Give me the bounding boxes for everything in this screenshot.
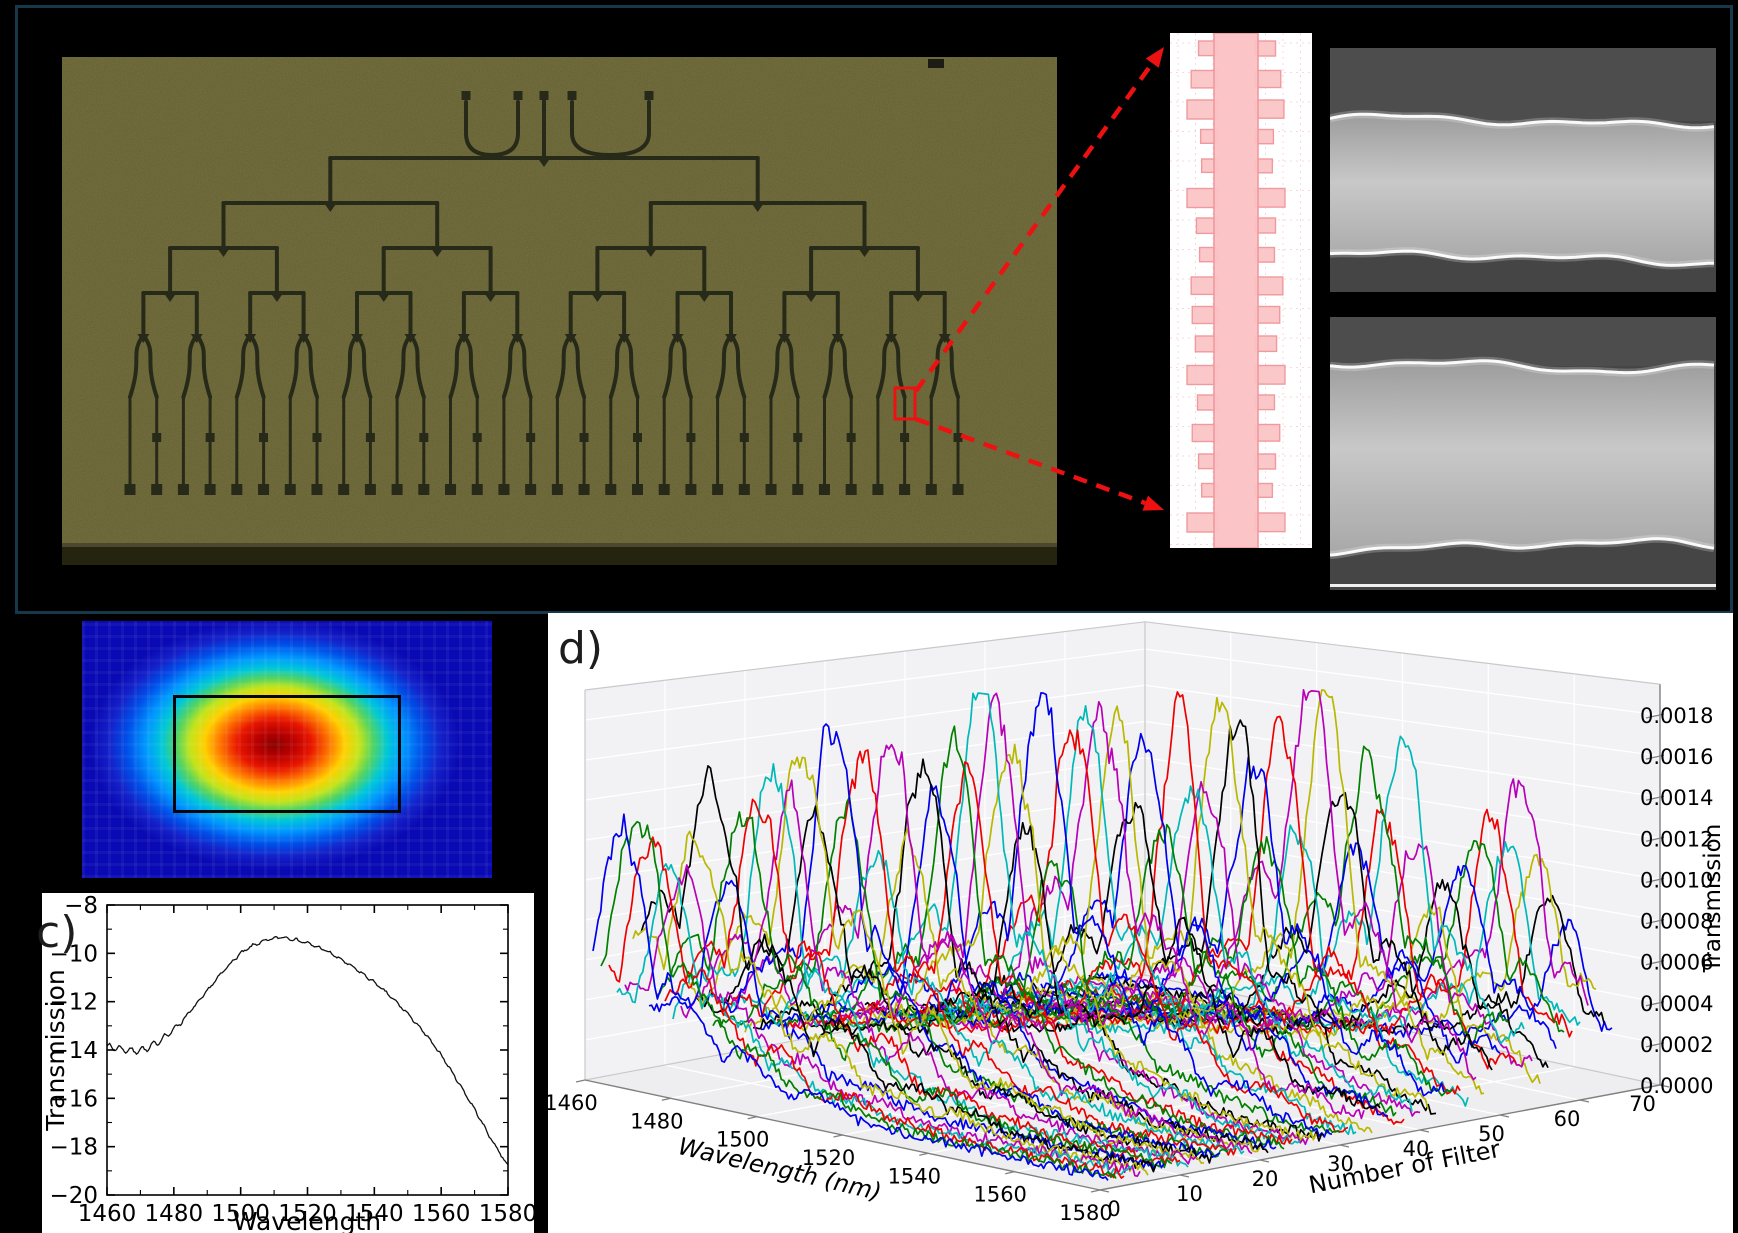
svg-text:1520: 1520 xyxy=(802,1146,855,1170)
svg-text:1540: 1540 xyxy=(345,1201,404,1227)
sem-image-top xyxy=(1330,48,1716,292)
waveguide-outline xyxy=(173,695,401,813)
svg-text:−20: −20 xyxy=(49,1183,98,1209)
grating-schematic-box xyxy=(1170,33,1312,548)
svg-text:1580: 1580 xyxy=(479,1201,534,1227)
svg-text:70: 70 xyxy=(1629,1092,1656,1116)
svg-text:1480: 1480 xyxy=(145,1201,204,1227)
panel-d-label: d) xyxy=(558,623,604,674)
svg-text:50: 50 xyxy=(1478,1122,1505,1146)
svg-text:0.0004: 0.0004 xyxy=(1640,992,1713,1016)
transmission-spectrum-chart: 1460 1480 1500 1520 1540 1560 1580 −8 −10 −12 −14 −… xyxy=(42,893,534,1233)
svg-text:1560: 1560 xyxy=(412,1201,471,1227)
svg-text:10: 10 xyxy=(1176,1182,1203,1206)
svg-text:40: 40 xyxy=(1403,1137,1430,1161)
svg-text:1500: 1500 xyxy=(716,1128,769,1152)
panel-c-label: c) xyxy=(36,907,78,958)
svg-text:0: 0 xyxy=(1107,1197,1120,1221)
svg-text:0.0016: 0.0016 xyxy=(1640,745,1713,769)
svg-text:0.0010: 0.0010 xyxy=(1640,868,1713,892)
sem-image-bottom xyxy=(1330,317,1716,590)
svg-text:20: 20 xyxy=(1252,1167,1279,1191)
svg-text:−16: −16 xyxy=(49,1086,98,1112)
svg-text:0.0002: 0.0002 xyxy=(1640,1033,1713,1057)
svg-text:−14: −14 xyxy=(49,1038,98,1064)
svg-text:1580: 1580 xyxy=(1059,1201,1112,1225)
svg-text:Transmission: Transmission xyxy=(1700,824,1726,974)
grating-schematic xyxy=(1170,33,1312,548)
svg-text:0.0000: 0.0000 xyxy=(1640,1074,1713,1098)
svg-text:1460: 1460 xyxy=(78,1201,137,1227)
svg-text:1460: 1460 xyxy=(548,1091,598,1115)
panel-d: d) 1460 1480 1500 1520 1540 1560 1580 0 10 20 30 40… xyxy=(548,613,1733,1233)
svg-text:Wavelength: Wavelength xyxy=(233,1207,381,1233)
svg-text:1480: 1480 xyxy=(630,1109,683,1133)
svg-text:Transmission: Transmission xyxy=(42,969,70,1132)
svg-text:0.0018: 0.0018 xyxy=(1640,704,1713,728)
panel-c: c) 1460 1480 1500 1520 1540 1560 1580 −8 −10 −12 −… xyxy=(36,893,534,1233)
svg-text:1500: 1500 xyxy=(211,1201,270,1227)
svg-text:1560: 1560 xyxy=(973,1183,1026,1207)
svg-text:60: 60 xyxy=(1554,1107,1581,1131)
svg-text:30: 30 xyxy=(1327,1152,1354,1176)
svg-text:1540: 1540 xyxy=(888,1164,941,1188)
svg-text:−12: −12 xyxy=(49,990,98,1016)
svg-text:0.0006: 0.0006 xyxy=(1640,951,1713,975)
svg-text:0.0012: 0.0012 xyxy=(1640,827,1713,851)
svg-text:0.0014: 0.0014 xyxy=(1640,786,1713,810)
svg-text:−8: −8 xyxy=(64,893,98,919)
svg-text:−10: −10 xyxy=(49,941,98,967)
svg-text:−18: −18 xyxy=(49,1135,98,1161)
svg-text:0.0008: 0.0008 xyxy=(1640,910,1713,934)
svg-text:1520: 1520 xyxy=(278,1201,337,1227)
mode-profile-heatmap xyxy=(82,621,492,878)
chip-micrograph xyxy=(62,57,1057,565)
